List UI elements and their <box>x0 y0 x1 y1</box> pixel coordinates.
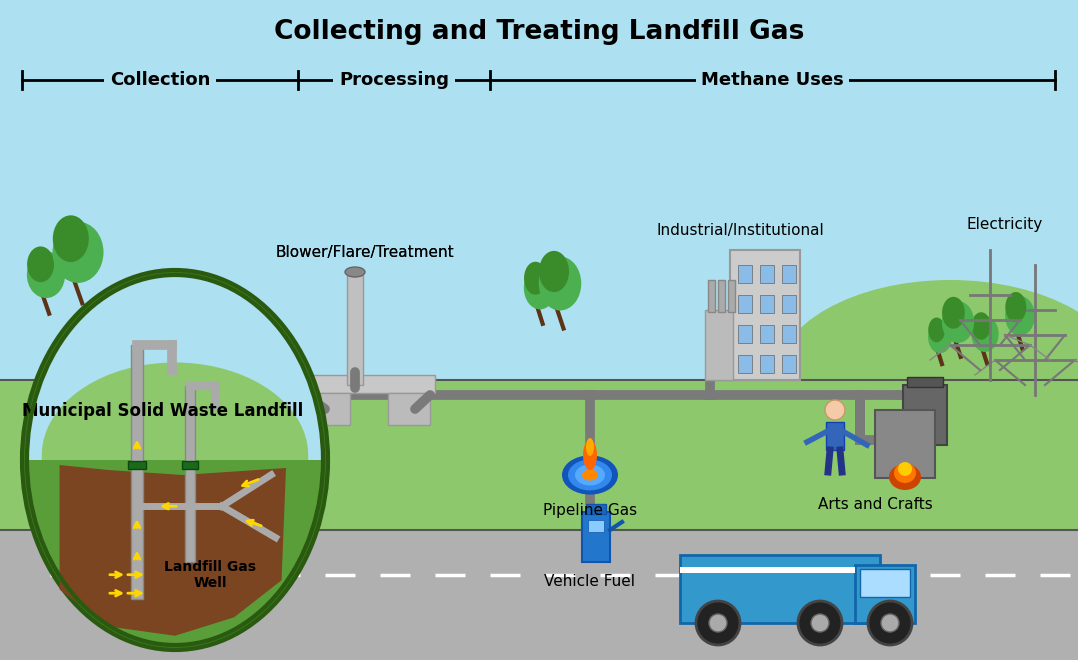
Ellipse shape <box>27 246 54 282</box>
Ellipse shape <box>928 321 952 353</box>
Bar <box>305 375 436 393</box>
Bar <box>738 295 752 313</box>
Circle shape <box>696 601 740 645</box>
Bar <box>128 461 146 469</box>
Ellipse shape <box>53 215 88 262</box>
Bar <box>0 380 1078 530</box>
Bar <box>855 565 915 623</box>
Ellipse shape <box>562 455 618 494</box>
Ellipse shape <box>942 301 975 343</box>
Ellipse shape <box>894 463 916 483</box>
Ellipse shape <box>53 222 103 283</box>
Bar <box>738 355 752 373</box>
Circle shape <box>811 614 829 632</box>
Bar <box>0 530 1078 660</box>
Ellipse shape <box>575 465 605 486</box>
Ellipse shape <box>568 459 612 490</box>
Ellipse shape <box>942 297 965 329</box>
Ellipse shape <box>539 257 581 310</box>
Bar <box>782 265 796 283</box>
Bar <box>588 520 604 532</box>
Text: Municipal Solid Waste Landfill: Municipal Solid Waste Landfill <box>22 402 303 420</box>
Ellipse shape <box>971 316 998 352</box>
Bar <box>907 377 943 387</box>
Text: Industrial/Institutional: Industrial/Institutional <box>657 223 824 238</box>
Bar <box>708 280 715 312</box>
Text: Blower/Flare/Treatment: Blower/Flare/Treatment <box>276 245 454 260</box>
Bar <box>347 275 363 385</box>
Ellipse shape <box>775 280 1078 480</box>
Bar <box>388 393 430 425</box>
Bar <box>730 250 800 380</box>
Text: Vehicle Fuel: Vehicle Fuel <box>544 574 636 589</box>
Bar <box>705 310 733 380</box>
Circle shape <box>798 601 842 645</box>
Polygon shape <box>59 465 286 636</box>
Text: Collecting and Treating Landfill Gas: Collecting and Treating Landfill Gas <box>274 19 804 45</box>
Text: Landfill Gas
Well: Landfill Gas Well <box>164 560 255 590</box>
Bar <box>680 555 880 623</box>
Ellipse shape <box>345 267 365 277</box>
Bar <box>760 295 774 313</box>
Bar <box>903 385 946 445</box>
Ellipse shape <box>583 440 597 470</box>
Ellipse shape <box>539 251 569 292</box>
Text: Arts and Crafts: Arts and Crafts <box>817 497 932 512</box>
Bar <box>760 265 774 283</box>
Bar <box>185 386 195 562</box>
Text: Collection: Collection <box>110 71 210 89</box>
Ellipse shape <box>22 270 328 650</box>
Text: Methane Uses: Methane Uses <box>701 71 844 89</box>
Circle shape <box>868 601 912 645</box>
Circle shape <box>709 614 727 632</box>
Bar <box>875 410 935 478</box>
Bar <box>782 325 796 343</box>
Text: Processing: Processing <box>338 71 450 89</box>
Polygon shape <box>27 275 323 460</box>
Bar <box>586 504 606 514</box>
Ellipse shape <box>27 275 323 645</box>
Ellipse shape <box>1005 296 1035 336</box>
Text: Blower/Flare/Treatment: Blower/Flare/Treatment <box>276 245 454 260</box>
Ellipse shape <box>27 251 65 298</box>
Bar <box>582 512 610 562</box>
Bar <box>738 265 752 283</box>
Ellipse shape <box>524 262 547 295</box>
Ellipse shape <box>898 462 912 476</box>
Bar <box>760 355 774 373</box>
Ellipse shape <box>524 266 556 310</box>
Ellipse shape <box>889 464 921 490</box>
Circle shape <box>825 400 845 420</box>
Bar <box>728 280 735 312</box>
Bar <box>680 567 855 573</box>
Polygon shape <box>42 362 308 460</box>
Text: Electricity: Electricity <box>967 217 1044 232</box>
Bar <box>310 393 350 425</box>
Bar <box>782 355 796 373</box>
Ellipse shape <box>928 317 945 343</box>
Bar <box>182 461 198 469</box>
Bar <box>0 0 1078 380</box>
Ellipse shape <box>971 312 991 340</box>
Ellipse shape <box>1006 292 1026 322</box>
Ellipse shape <box>586 438 594 456</box>
Bar <box>132 345 143 599</box>
Circle shape <box>881 614 899 632</box>
Text: Pipeline Gas: Pipeline Gas <box>543 503 637 518</box>
Bar <box>782 295 796 313</box>
Bar <box>826 422 844 450</box>
Polygon shape <box>860 569 910 597</box>
Ellipse shape <box>582 469 598 480</box>
Bar <box>738 325 752 343</box>
Bar <box>718 280 725 312</box>
Bar <box>760 325 774 343</box>
